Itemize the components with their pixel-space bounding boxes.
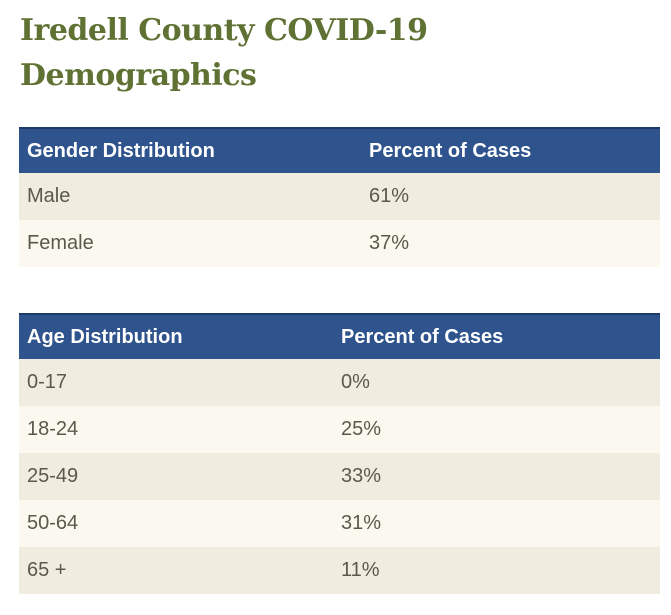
column-header-age: Age Distribution bbox=[19, 313, 333, 359]
percent-cell: 33% bbox=[333, 453, 660, 500]
table-row: Female 37% bbox=[19, 220, 660, 267]
age-cell: 65 + bbox=[19, 547, 333, 594]
column-header-percent: Percent of Cases bbox=[333, 313, 660, 359]
table-row: 18-24 25% bbox=[19, 406, 660, 453]
percent-cell: 11% bbox=[333, 547, 660, 594]
age-cell: 18-24 bbox=[19, 406, 333, 453]
percent-cell: 37% bbox=[361, 220, 660, 267]
table-row: 0-17 0% bbox=[19, 359, 660, 406]
column-header-percent: Percent of Cases bbox=[361, 127, 660, 173]
age-distribution-table: Age Distribution Percent of Cases 0-17 0… bbox=[19, 313, 660, 594]
percent-cell: 61% bbox=[361, 173, 660, 220]
gender-cell: Male bbox=[19, 173, 361, 220]
table-header-row: Gender Distribution Percent of Cases bbox=[19, 127, 660, 173]
gender-cell: Female bbox=[19, 220, 361, 267]
age-cell: 50-64 bbox=[19, 500, 333, 547]
table-row: 25-49 33% bbox=[19, 453, 660, 500]
percent-cell: 31% bbox=[333, 500, 660, 547]
page-title: Iredell County COVID-19 Demographics bbox=[20, 13, 428, 93]
percent-cell: 0% bbox=[333, 359, 660, 406]
age-cell: 0-17 bbox=[19, 359, 333, 406]
table-row: 50-64 31% bbox=[19, 500, 660, 547]
column-header-gender: Gender Distribution bbox=[19, 127, 361, 173]
gender-distribution-table: Gender Distribution Percent of Cases Mal… bbox=[19, 127, 660, 267]
table-header-row: Age Distribution Percent of Cases bbox=[19, 313, 660, 359]
table-row: Male 61% bbox=[19, 173, 660, 220]
table-row: 65 + 11% bbox=[19, 547, 660, 594]
age-cell: 25-49 bbox=[19, 453, 333, 500]
percent-cell: 25% bbox=[333, 406, 660, 453]
